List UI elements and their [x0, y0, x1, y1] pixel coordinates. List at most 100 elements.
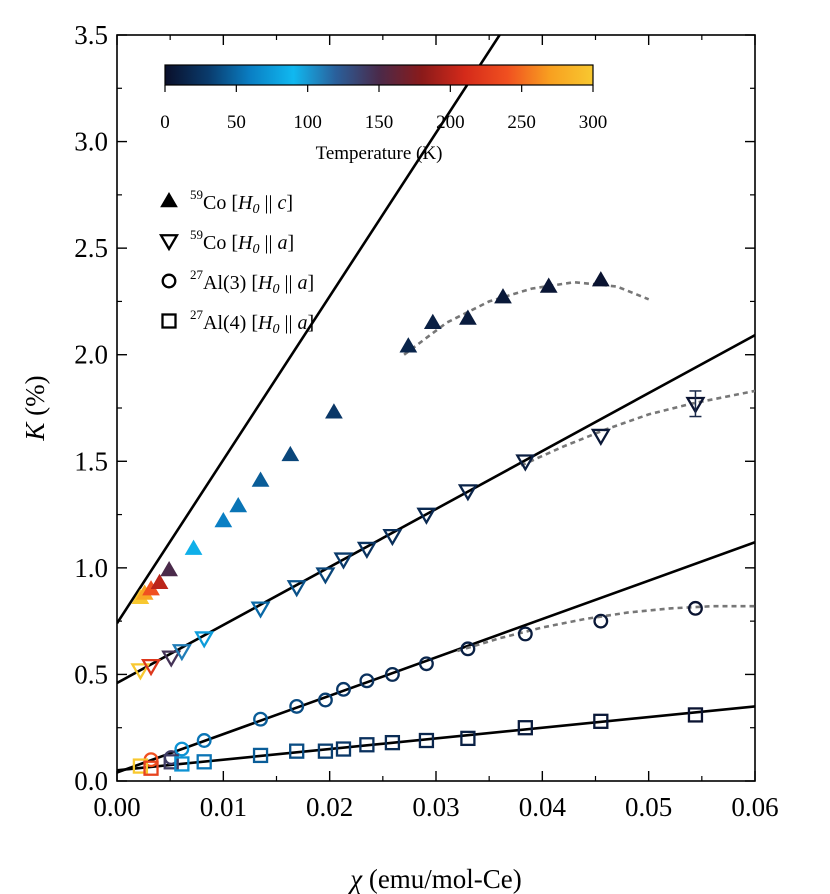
- x-tick-label: 0.03: [412, 792, 459, 822]
- legend-label: 27Al(3) [H0 || a]: [190, 267, 314, 297]
- data-point: [141, 658, 162, 677]
- legend-marker: [159, 234, 179, 252]
- data-point: [494, 288, 512, 304]
- fit-line: [117, 333, 755, 685]
- data-point: [539, 277, 558, 293]
- data-point: [418, 656, 434, 672]
- colorbar-tick-label: 150: [365, 112, 394, 133]
- legend-marker: [161, 273, 177, 289]
- x-tick-label: 0.01: [200, 792, 247, 822]
- dashed-curves: [403, 280, 755, 653]
- y-tick-label: 1.0: [74, 553, 108, 583]
- colorbar-tick-label: 200: [436, 112, 465, 133]
- data-point: [687, 707, 704, 723]
- y-tick-label: 0.0: [74, 766, 108, 796]
- y-tick-label: 0.5: [74, 659, 108, 689]
- x-tick-label: 0.05: [625, 792, 672, 822]
- data-point: [399, 337, 418, 353]
- fit-line: [117, 35, 502, 624]
- fit-line: [117, 541, 755, 774]
- data-point: [416, 507, 437, 525]
- data-point: [289, 698, 305, 714]
- y-tick-label: 2.0: [74, 340, 108, 370]
- colorbar-tick-label: 300: [579, 112, 608, 133]
- colorbar-tick-label: 50: [227, 112, 246, 133]
- legend-marker: [161, 313, 177, 329]
- colorbar-label: Temperature (K): [316, 143, 443, 164]
- data-point: [174, 756, 190, 772]
- data-point: [418, 732, 435, 749]
- data-point: [289, 743, 305, 759]
- data-point: [174, 741, 190, 757]
- legend-label: 27Al(4) [H0 || a]: [190, 307, 314, 337]
- data-point: [359, 737, 375, 753]
- data-point: [593, 613, 609, 629]
- y-tick-label: 3.5: [74, 20, 108, 50]
- x-tick-label: 0.02: [306, 792, 353, 822]
- data-point: [459, 309, 477, 325]
- fit-line: [117, 705, 755, 772]
- colorbar-gradient: [164, 64, 594, 86]
- colorbar-tick-label: 250: [507, 112, 536, 133]
- data-point: [252, 747, 269, 764]
- data-point: [593, 713, 609, 729]
- data-point: [317, 743, 334, 759]
- data-point: [171, 644, 192, 662]
- x-tick-label: 0.04: [519, 792, 567, 822]
- legend: 59Co [H0 || c] 59Co [H0 || a] 27Al(3) [H0 …: [159, 187, 314, 337]
- dashed-curve: [520, 389, 755, 467]
- data-point: [457, 484, 478, 502]
- data-point: [517, 626, 533, 642]
- data-point: [150, 573, 169, 590]
- data-point: [163, 754, 179, 770]
- data-point: [184, 539, 203, 555]
- data-point: [315, 567, 336, 585]
- colorbar: Temperature (K) 0 50 100 150 200 250 300: [160, 64, 608, 164]
- legend-label: 59Co [H0 || c]: [190, 187, 293, 217]
- x-axis-label: χ (emu/mol-Ce): [347, 864, 522, 894]
- y-tick-label: 3.0: [74, 127, 108, 157]
- data-point: [143, 760, 159, 776]
- legend-label: 59Co [H0 || a]: [190, 227, 294, 257]
- data-point: [130, 663, 151, 681]
- x-tick-label: 0.06: [731, 792, 778, 822]
- y-axis-label: K (%): [20, 375, 50, 441]
- data-point: [460, 730, 476, 747]
- data-point: [251, 471, 270, 487]
- data-point: [515, 454, 536, 472]
- data-point: [281, 445, 300, 462]
- colorbar-tick-label: 0: [160, 112, 170, 133]
- data-point: [196, 754, 212, 770]
- data-point: [214, 511, 233, 528]
- dashed-curve: [403, 280, 650, 356]
- data-point: [253, 711, 268, 727]
- data-point: [194, 631, 215, 649]
- y-tick-label: 1.5: [74, 446, 108, 476]
- legend-marker: [160, 192, 178, 208]
- data-point: [382, 528, 403, 547]
- data-markers: [130, 271, 706, 776]
- data-point: [335, 741, 352, 757]
- data-point: [325, 403, 343, 419]
- data-point: [384, 734, 401, 751]
- fit-lines: [117, 35, 755, 774]
- data-point: [161, 650, 182, 668]
- data-point: [359, 673, 375, 689]
- data-point: [336, 681, 351, 697]
- error-bars: [689, 390, 702, 418]
- data-point: [688, 600, 703, 616]
- data-point: [384, 666, 400, 682]
- x-axis: 0.00 0.01 0.02 0.03 0.04 0.05 0.06: [93, 35, 779, 822]
- data-point: [132, 758, 149, 774]
- data-point: [196, 733, 212, 748]
- y-tick-label: 2.5: [74, 233, 108, 263]
- data-point: [286, 580, 307, 598]
- data-point: [590, 428, 611, 446]
- data-point: [250, 601, 271, 619]
- data-point: [423, 313, 442, 330]
- data-point: [333, 552, 354, 570]
- data-point: [460, 641, 476, 657]
- x-tick-label: 0.00: [93, 792, 140, 822]
- data-point: [229, 497, 248, 513]
